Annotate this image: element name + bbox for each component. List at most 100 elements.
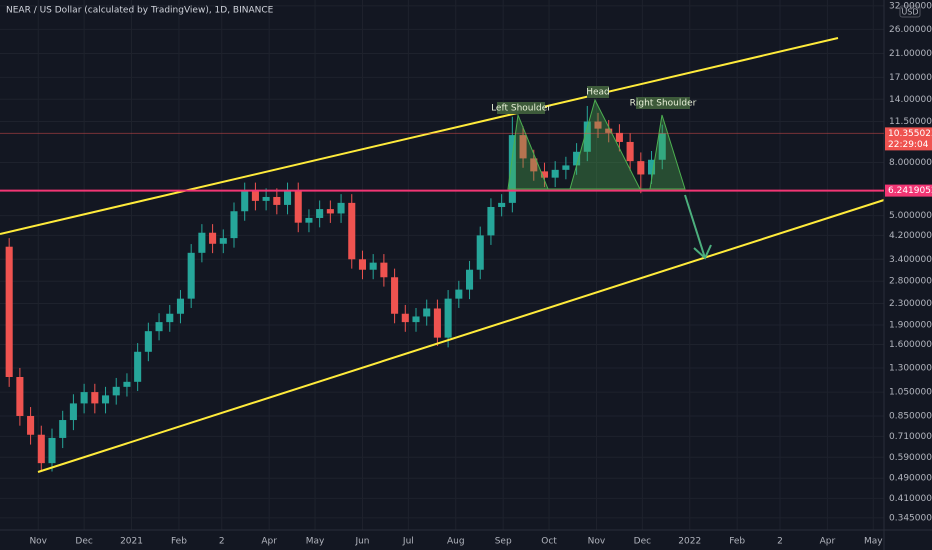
candle-body xyxy=(455,289,463,299)
candle-body xyxy=(358,259,367,270)
candle-body xyxy=(412,316,420,323)
x-tick-label: May xyxy=(864,537,883,547)
candle-body xyxy=(465,269,474,290)
candle-body xyxy=(59,420,67,438)
x-tick-label: Oct xyxy=(541,537,557,547)
y-tick-label: 2.80000000 xyxy=(889,277,932,287)
x-tick-label: 2 xyxy=(219,537,225,547)
x-tick-label: Jun xyxy=(354,537,369,547)
y-tick-label: 0.59000000 xyxy=(889,453,932,463)
candle-body xyxy=(230,211,238,239)
candle-body xyxy=(530,158,538,172)
candle-body xyxy=(337,202,345,214)
x-tick-label: Sep xyxy=(495,537,512,547)
annotation: Head xyxy=(586,88,610,98)
y-tick-label: 14.00000000 xyxy=(889,95,932,105)
candle-body xyxy=(573,151,581,166)
candle-body xyxy=(198,232,206,253)
candle-body xyxy=(551,169,559,178)
candle-body xyxy=(391,277,399,314)
candle-body xyxy=(187,252,195,299)
candle-body xyxy=(294,191,302,223)
candle-body xyxy=(316,209,324,218)
x-tick-label: Dec xyxy=(634,537,651,547)
candle-body xyxy=(209,232,217,244)
candle-body xyxy=(540,171,549,178)
level-label: 6.24190522 xyxy=(888,186,932,196)
y-tick-label: 2.30000000 xyxy=(889,299,932,309)
candle-body xyxy=(508,135,516,203)
upper-channel-line xyxy=(0,37,839,235)
y-tick-label: 8.00000000 xyxy=(889,158,932,168)
chart-title: NEAR / US Dollar (calculated by TradingV… xyxy=(6,6,274,16)
candle-body xyxy=(176,298,185,314)
last-price-box xyxy=(885,127,932,151)
overlays: 10.3550238222:29:04 6.24190522 USD xyxy=(0,5,932,197)
candle-body xyxy=(594,121,602,129)
candle-body xyxy=(401,313,409,323)
candle-body xyxy=(262,196,270,201)
candle-body xyxy=(369,262,377,270)
x-tick-label: Jul xyxy=(402,537,414,547)
y-tick-label: 1.05000000 xyxy=(889,388,932,398)
candle-body xyxy=(326,209,334,214)
y-tick-label: 4.20000000 xyxy=(889,231,932,241)
candle-body xyxy=(166,313,174,323)
candle-body xyxy=(519,135,527,159)
candle-body xyxy=(112,386,120,396)
candle-body xyxy=(134,351,142,382)
x-tick-label: Feb xyxy=(171,537,187,547)
candle-body xyxy=(615,132,623,142)
y-tick-label: 1.60000000 xyxy=(889,340,932,350)
y-tick-label: 0.34500000 xyxy=(889,513,932,523)
candle-body xyxy=(273,196,281,205)
candle-body xyxy=(498,202,506,207)
annotation-box xyxy=(636,97,690,109)
candle-body xyxy=(123,381,131,387)
last-price-label: 10.35502382 xyxy=(888,129,932,139)
currency-label: USD xyxy=(901,8,918,17)
x-tick-label: Apr xyxy=(820,537,836,547)
y-tick-label: 5.00000000 xyxy=(889,211,932,221)
candle-body xyxy=(626,141,634,162)
candle-body xyxy=(5,246,13,378)
candle-body xyxy=(605,128,613,133)
candle-body xyxy=(91,392,99,404)
y-tick-label: 0.49000000 xyxy=(889,474,932,484)
level-box xyxy=(885,184,932,197)
candle-body xyxy=(562,165,570,170)
candle-body xyxy=(487,206,495,236)
y-tick-label: 17.00000000 xyxy=(889,73,932,83)
currency-box xyxy=(899,5,921,18)
candle-body xyxy=(48,437,56,464)
y-tick-label: 3.40000000 xyxy=(889,255,932,265)
candle-body xyxy=(283,191,292,205)
x-tick-label: 2021 xyxy=(120,537,143,547)
candle-body xyxy=(476,235,484,270)
candle-body xyxy=(647,159,656,175)
candle-body xyxy=(658,133,666,160)
candle-body xyxy=(69,403,77,421)
y-tick-label: 21.00000000 xyxy=(889,49,932,59)
candle-body xyxy=(155,322,163,332)
candle-body xyxy=(423,308,431,317)
head-and-shoulders-pattern xyxy=(507,98,686,190)
candle-body xyxy=(144,331,152,352)
x-tick-label: Aug xyxy=(447,537,465,547)
y-tick-label: 1.90000000 xyxy=(889,321,932,331)
candle-body xyxy=(305,217,313,223)
x-tick-label: Feb xyxy=(729,537,745,547)
candle-body xyxy=(80,392,88,404)
candle-body xyxy=(444,298,452,338)
candle-body xyxy=(241,191,249,212)
projection-arrow xyxy=(684,194,712,260)
x-tick-label: 2 xyxy=(777,537,783,547)
candle-body xyxy=(27,415,35,435)
candle-body xyxy=(380,262,388,278)
x-tick-label: Nov xyxy=(588,537,606,547)
candle-body xyxy=(348,202,356,260)
candle-body xyxy=(101,395,110,404)
x-tick-label: Dec xyxy=(75,537,92,547)
x-tick-label: May xyxy=(306,537,325,547)
